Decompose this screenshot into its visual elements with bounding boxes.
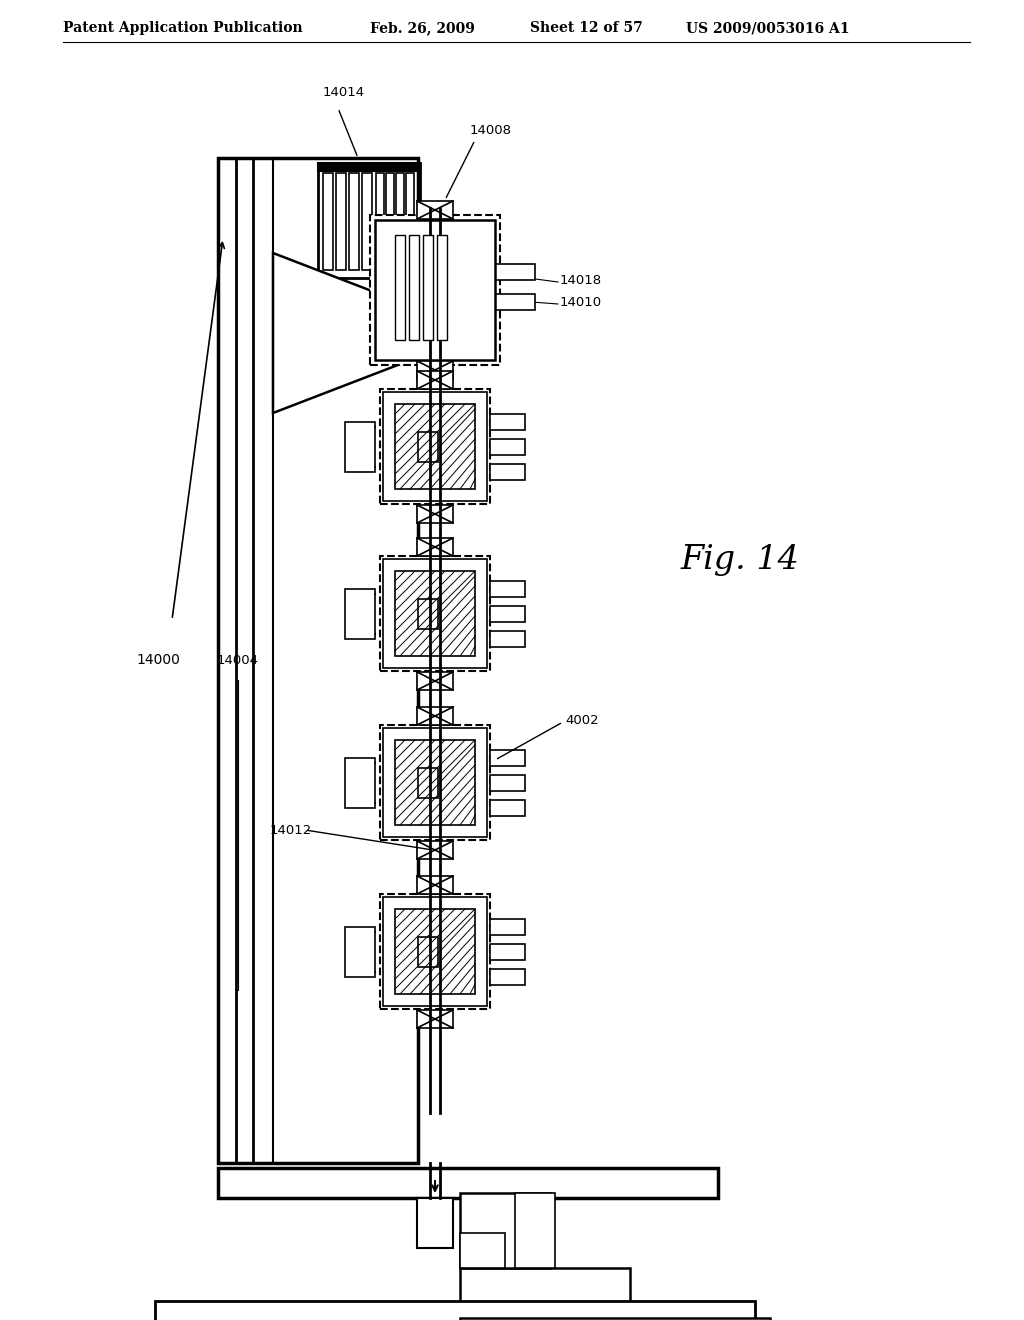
- Bar: [349, 173, 359, 271]
- Bar: [460, 1317, 770, 1320]
- Text: 14012: 14012: [270, 824, 312, 837]
- Bar: [490, 440, 525, 455]
- Bar: [395, 572, 475, 656]
- Bar: [417, 371, 453, 389]
- Text: 14010: 14010: [560, 296, 602, 309]
- Bar: [417, 672, 453, 690]
- Text: 14004: 14004: [217, 653, 259, 667]
- Bar: [490, 919, 525, 935]
- Bar: [395, 404, 475, 488]
- Bar: [318, 162, 420, 172]
- Text: 14014: 14014: [323, 87, 366, 99]
- Bar: [380, 725, 490, 840]
- Text: 14008: 14008: [470, 124, 512, 136]
- Text: US 2009/0053016 A1: US 2009/0053016 A1: [686, 21, 850, 36]
- Bar: [376, 173, 384, 271]
- Bar: [362, 173, 372, 271]
- Bar: [495, 294, 535, 310]
- Bar: [417, 1010, 453, 1028]
- Bar: [380, 556, 490, 671]
- Bar: [396, 173, 404, 271]
- Polygon shape: [273, 253, 403, 413]
- Bar: [417, 506, 453, 523]
- Bar: [417, 539, 453, 556]
- Bar: [417, 201, 453, 219]
- Bar: [345, 422, 375, 473]
- Bar: [417, 360, 453, 379]
- Bar: [515, 1193, 555, 1269]
- Bar: [395, 741, 475, 825]
- Bar: [437, 235, 447, 341]
- Text: 4002: 4002: [565, 714, 599, 726]
- Bar: [395, 235, 406, 341]
- Bar: [345, 589, 375, 639]
- Bar: [155, 1302, 755, 1320]
- Bar: [383, 729, 487, 837]
- Bar: [490, 969, 525, 985]
- Bar: [418, 937, 438, 968]
- Bar: [460, 1269, 630, 1303]
- Bar: [380, 389, 490, 504]
- Bar: [386, 173, 394, 271]
- Bar: [417, 876, 453, 894]
- Bar: [490, 800, 525, 816]
- Bar: [490, 581, 525, 597]
- Text: 14000: 14000: [136, 653, 180, 667]
- Bar: [370, 215, 500, 366]
- Bar: [323, 173, 333, 271]
- Bar: [345, 758, 375, 808]
- Bar: [490, 631, 525, 647]
- Bar: [218, 1168, 718, 1199]
- Bar: [345, 927, 375, 977]
- Bar: [460, 1233, 505, 1269]
- Bar: [418, 768, 438, 799]
- Bar: [406, 173, 414, 271]
- Bar: [490, 414, 525, 430]
- Bar: [490, 606, 525, 622]
- Bar: [423, 235, 433, 341]
- Bar: [418, 599, 438, 630]
- Text: Feb. 26, 2009: Feb. 26, 2009: [370, 21, 475, 36]
- Bar: [383, 392, 487, 502]
- Text: Sheet 12 of 57: Sheet 12 of 57: [530, 21, 643, 36]
- Bar: [409, 235, 419, 341]
- Bar: [336, 173, 346, 271]
- Bar: [380, 894, 490, 1008]
- Bar: [417, 1199, 453, 1247]
- Bar: [460, 1193, 550, 1269]
- Bar: [395, 909, 475, 994]
- Bar: [490, 775, 525, 791]
- Bar: [383, 558, 487, 668]
- Bar: [490, 750, 525, 766]
- Bar: [417, 841, 453, 859]
- Bar: [418, 432, 438, 462]
- Bar: [490, 944, 525, 960]
- Bar: [218, 158, 418, 1163]
- Bar: [495, 264, 535, 280]
- Bar: [375, 220, 495, 360]
- Text: 14018: 14018: [560, 273, 602, 286]
- Bar: [417, 708, 453, 725]
- Bar: [490, 465, 525, 480]
- Text: Fig. 14: Fig. 14: [680, 544, 799, 576]
- Text: Patent Application Publication: Patent Application Publication: [63, 21, 303, 36]
- Bar: [318, 162, 420, 279]
- Bar: [383, 898, 487, 1006]
